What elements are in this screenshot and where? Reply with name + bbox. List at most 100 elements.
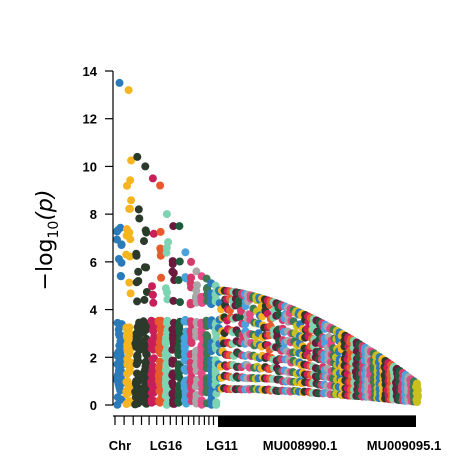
data-point — [186, 300, 195, 309]
data-point — [141, 371, 150, 380]
data-point — [157, 273, 166, 282]
data-point — [175, 257, 184, 266]
data-point — [148, 355, 157, 364]
data-point — [113, 352, 122, 360]
data-point — [148, 381, 157, 389]
x-tick-label-lg11: LG11 — [206, 438, 238, 453]
data-point — [156, 227, 165, 236]
data-point — [125, 323, 134, 332]
data-points — [113, 78, 422, 409]
data-point — [142, 349, 151, 358]
data-point — [133, 297, 142, 306]
data-point — [168, 257, 177, 266]
data-point — [180, 396, 189, 405]
data-point — [168, 358, 177, 367]
data-point — [197, 296, 206, 305]
y-axis-label: −log10(p) — [33, 190, 62, 291]
data-point — [187, 337, 196, 346]
y-tick-label: 2 — [90, 350, 97, 365]
data-point — [140, 336, 149, 345]
data-point — [133, 152, 142, 161]
data-point — [113, 360, 122, 369]
y-tick-label: 6 — [90, 255, 97, 270]
data-point — [124, 86, 133, 95]
data-point — [123, 340, 132, 349]
data-point — [174, 396, 183, 405]
data-point — [175, 222, 184, 231]
data-point — [162, 373, 170, 382]
data-point — [181, 350, 189, 359]
data-point — [122, 225, 131, 234]
data-point — [161, 349, 170, 358]
data-point — [148, 290, 157, 299]
data-point — [162, 400, 171, 409]
data-point — [140, 237, 148, 246]
data-point — [113, 226, 122, 235]
data-point — [169, 332, 178, 341]
data-point — [132, 342, 141, 351]
data-point — [187, 273, 195, 282]
x-tick-label-mu009095: MU009095.1 — [367, 438, 441, 453]
data-point — [186, 279, 195, 288]
data-point — [115, 332, 124, 340]
data-point — [156, 181, 165, 190]
x-ticks — [113, 415, 416, 427]
data-point — [115, 341, 124, 350]
data-point — [124, 359, 133, 368]
data-point — [168, 267, 177, 276]
data-point — [187, 257, 196, 266]
x-tick-label-mu008990: MU008990.1 — [263, 438, 337, 453]
data-point — [113, 400, 122, 409]
data-point — [169, 318, 178, 327]
data-point — [149, 327, 158, 336]
data-point — [413, 379, 421, 388]
data-point — [149, 229, 158, 238]
data-point — [147, 370, 156, 379]
data-point — [113, 318, 122, 327]
data-point — [114, 255, 123, 263]
data-point — [176, 298, 184, 307]
data-point — [139, 383, 148, 392]
data-point — [132, 251, 141, 260]
data-point — [126, 235, 135, 244]
data-point — [148, 282, 156, 291]
data-point — [163, 316, 172, 325]
data-point — [134, 357, 143, 366]
data-point — [235, 313, 244, 321]
data-point — [132, 378, 141, 387]
x-axis-label: Chr — [109, 438, 131, 453]
data-point — [212, 400, 221, 409]
y-axis-label-prefix: −log — [33, 238, 58, 290]
data-point — [140, 263, 149, 272]
y-tick-label: 12 — [83, 112, 97, 127]
data-point — [193, 281, 201, 290]
data-point — [174, 391, 183, 399]
y-tick-label: 10 — [83, 159, 97, 174]
y-ticks: 0 2 4 6 8 10 12 14 — [83, 64, 113, 413]
data-point — [162, 210, 171, 219]
data-point — [162, 248, 171, 257]
data-point — [155, 386, 164, 395]
data-point — [176, 327, 185, 336]
data-point — [135, 214, 144, 223]
data-point — [127, 196, 136, 205]
data-point — [125, 278, 134, 287]
axes: 0 2 4 6 8 10 12 14 — [83, 64, 416, 427]
y-tick-label: 14 — [83, 64, 98, 79]
data-point — [113, 235, 121, 244]
data-point — [125, 204, 134, 213]
data-point — [126, 176, 135, 185]
data-point — [162, 335, 171, 344]
data-point — [132, 278, 141, 287]
data-point — [181, 248, 190, 257]
data-point — [115, 78, 124, 87]
data-point — [148, 174, 157, 183]
data-point — [117, 272, 125, 281]
data-point — [123, 333, 132, 342]
y-tick-label: 4 — [90, 303, 98, 318]
data-point — [155, 338, 164, 346]
data-point — [157, 324, 166, 332]
y-axis-label-subscript: 10 — [46, 221, 62, 239]
y-tick-label: 8 — [90, 207, 97, 222]
